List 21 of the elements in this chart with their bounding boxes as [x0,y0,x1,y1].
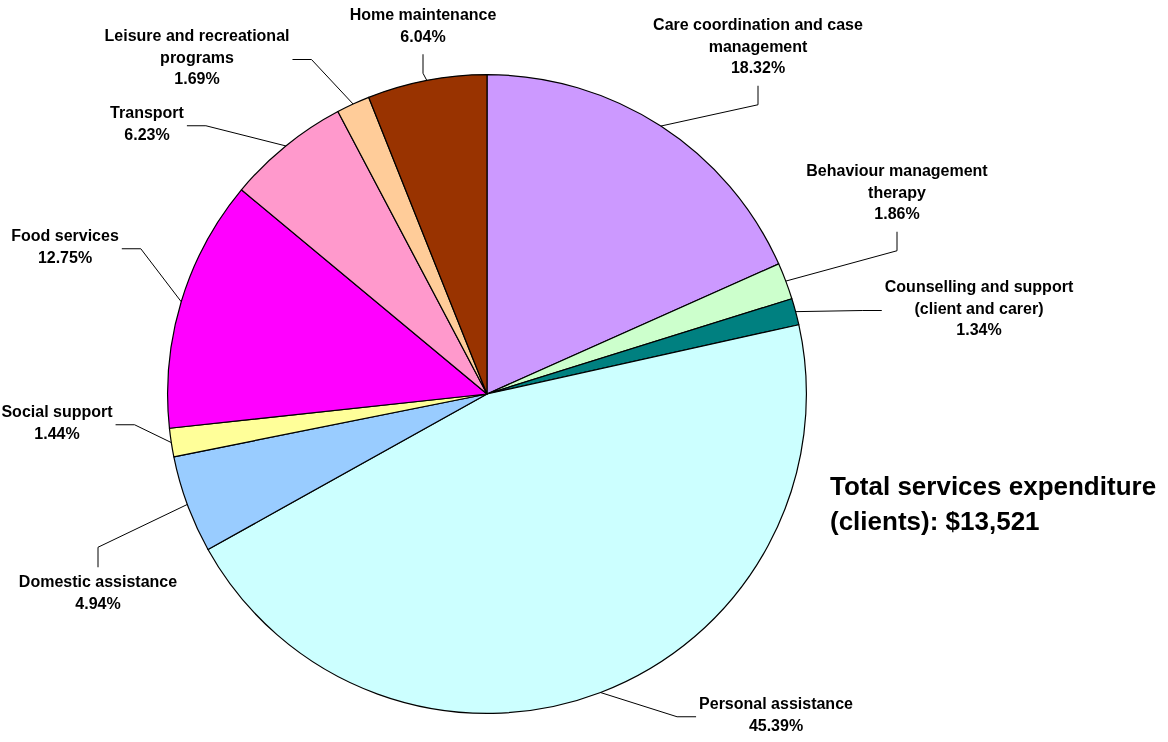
slice-label: Home maintenance [349,6,497,24]
data-label: 1.34% [956,321,1002,339]
slice-label: Domestic assistance [18,573,178,591]
slice-label: Leisure and recreational programs [104,27,290,66]
data-label: 6.23% [124,125,170,143]
slice-label: Care coordination and case management [653,16,864,55]
slice-label: Behaviour management therapy [806,162,989,201]
data-label: 12.75% [37,248,93,266]
text: Total services expenditure (clients): $13,521 [830,470,1158,538]
data-label: 18.32% [730,59,786,77]
slice-label: Social support [1,403,114,421]
slice-label: Personal assistance [699,695,854,713]
data-label: 4.94% [75,594,121,612]
data-label: 45.39% [748,716,804,734]
data-label: 6.04% [400,27,446,45]
data-label: 1.69% [174,70,220,88]
slice-label: Counselling and support (client and carer) [884,278,1074,317]
data-label: 1.44% [34,424,80,442]
slice-label: Food services [11,227,119,245]
slice-label: Transport [110,104,185,122]
data-label: 1.86% [874,205,920,223]
